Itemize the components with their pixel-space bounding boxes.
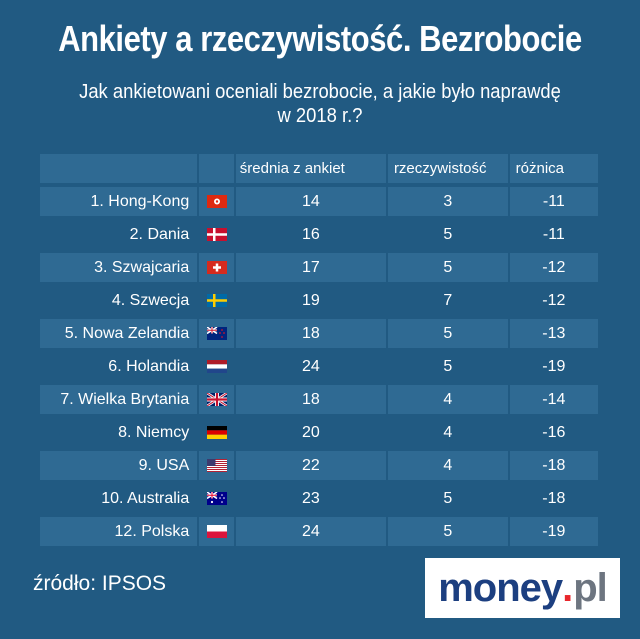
table-row: 10. Australia 23 5 -18 (40, 484, 598, 513)
country-flag-cell (197, 451, 234, 480)
table-row: 8. Niemcy 20 4 -16 (40, 418, 598, 447)
country-name: 1. Hong-Kong (40, 187, 198, 216)
source-note: źródło: IPSOS (33, 572, 167, 595)
survey-average-value: 24 (233, 352, 386, 381)
switzerland-flag-icon (206, 260, 227, 274)
reality-value: 5 (385, 352, 508, 381)
table-row: 9. USA 22 4 -18 (40, 451, 598, 480)
australia-flag-icon (206, 491, 227, 505)
header-reality: rzeczywistość (385, 154, 508, 183)
reality-value: 5 (385, 319, 508, 348)
poland-flag-icon (206, 524, 227, 538)
country-name: 2. Dania (129, 225, 190, 243)
chart-subtitle: Jak ankietowani oceniali bezrobocie, a j… (62, 80, 577, 128)
usa-flag-icon (206, 458, 227, 472)
subtitle-line-1: Jak ankietowani oceniali bezrobocie, a j… (79, 81, 561, 103)
subtitle-line-2: w 2018 r.? (277, 105, 363, 127)
survey-average-value: 20 (233, 418, 386, 447)
unemployment-table: średnia z ankiet rzeczywistość różnica 1… (40, 150, 598, 550)
country-name: 9. USA (40, 451, 198, 480)
new-zealand-flag-icon (206, 326, 227, 340)
survey-average-value: 18 (233, 319, 386, 348)
country-flag-cell (197, 187, 234, 216)
country-name: 6. Holandia (108, 357, 190, 375)
difference-value: -13 (507, 319, 598, 348)
germany-flag-icon (206, 425, 227, 439)
difference-value: -11 (507, 220, 598, 249)
denmark-flag-icon (206, 227, 227, 241)
survey-average-value: 16 (233, 220, 386, 249)
logo-tld: pl (573, 565, 608, 610)
country-name: 7. Wielka Brytania (40, 385, 198, 414)
country-name: 4. Szwecja (111, 291, 190, 309)
header-survey-average: średnia z ankiet (233, 154, 386, 183)
money-pl-logo: money. pl (425, 558, 620, 618)
netherlands-flag-icon (206, 359, 227, 373)
table-header-row: średnia z ankiet rzeczywistość różnica (40, 154, 598, 183)
logo-main: money (438, 565, 563, 610)
difference-value: -12 (507, 253, 598, 282)
difference-value: -18 (507, 484, 598, 513)
country-name: 8. Niemcy (118, 423, 190, 441)
country-flag-cell (197, 352, 234, 381)
survey-average-value: 24 (233, 517, 386, 546)
reality-value: 5 (385, 484, 508, 513)
reality-value: 5 (385, 517, 508, 546)
hong-kong-flag-icon (206, 194, 227, 208)
country-name: 3. Szwajcaria (40, 253, 198, 282)
united-kingdom-flag-icon (206, 392, 227, 406)
survey-average-value: 19 (233, 286, 386, 315)
table-row: 2. Dania 16 5 -11 (40, 220, 598, 249)
header-difference: różnica (507, 154, 598, 183)
table-row: 7. Wielka Brytania 18 4 -14 (40, 385, 598, 414)
country-flag-cell (197, 220, 234, 249)
country-name: 5. Nowa Zelandia (40, 319, 198, 348)
country-name: 12. Polska (40, 517, 198, 546)
country-flag-cell (197, 286, 234, 315)
logo-dot: . (562, 565, 574, 610)
header-flag (197, 154, 234, 183)
difference-value: -19 (507, 517, 598, 546)
reality-value: 5 (385, 253, 508, 282)
table-body: 1. Hong-Kong 14 3 -11 2. Dania 16 5 -11 3. Szwaj… (40, 187, 598, 546)
country-flag-cell (197, 385, 234, 414)
difference-value: -19 (507, 352, 598, 381)
country-flag-cell (197, 319, 234, 348)
table-row: 6. Holandia 24 5 -19 (40, 352, 598, 381)
country-flag-cell (197, 253, 234, 282)
chart-title: Ankiety a rzeczywistość. Bezrobocie (58, 18, 582, 59)
reality-value: 7 (385, 286, 508, 315)
sweden-flag-icon (206, 293, 227, 307)
difference-value: -16 (507, 418, 598, 447)
reality-value: 3 (385, 187, 508, 216)
difference-value: -14 (507, 385, 598, 414)
reality-value: 4 (385, 385, 508, 414)
survey-average-value: 22 (233, 451, 386, 480)
reality-value: 5 (385, 220, 508, 249)
table-row: 1. Hong-Kong 14 3 -11 (40, 187, 598, 216)
survey-average-value: 23 (233, 484, 386, 513)
country-flag-cell (197, 484, 234, 513)
reality-value: 4 (385, 418, 508, 447)
difference-value: -11 (507, 187, 598, 216)
survey-average-value: 18 (233, 385, 386, 414)
difference-value: -18 (507, 451, 598, 480)
header-country (40, 154, 198, 183)
country-flag-cell (197, 517, 234, 546)
table-row: 3. Szwajcaria 17 5 -12 (40, 253, 598, 282)
reality-value: 4 (385, 451, 508, 480)
survey-average-value: 17 (233, 253, 386, 282)
difference-value: -12 (507, 286, 598, 315)
country-name: 10. Australia (101, 489, 190, 507)
table-row: 5. Nowa Zelandia 18 5 -13 (40, 319, 598, 348)
table-row: 4. Szwecja 19 7 -12 (40, 286, 598, 315)
table-row: 12. Polska 24 5 -19 (40, 517, 598, 546)
survey-average-value: 14 (233, 187, 386, 216)
country-flag-cell (197, 418, 234, 447)
